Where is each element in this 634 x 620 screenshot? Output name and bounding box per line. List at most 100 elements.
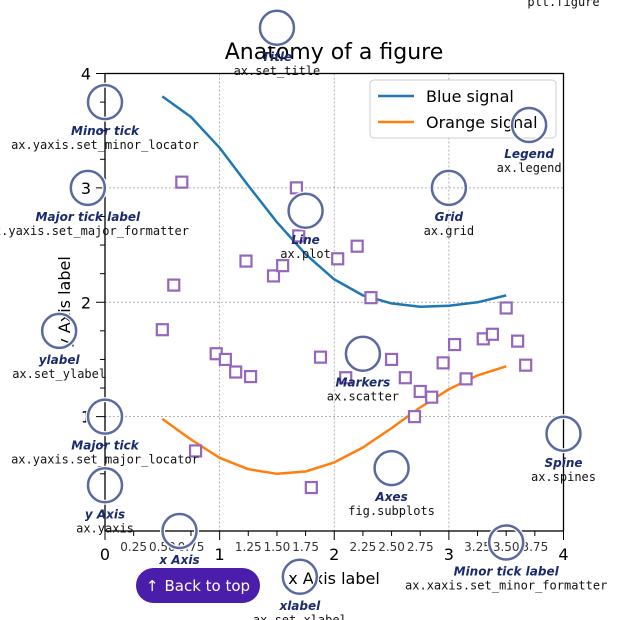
x-minor-tick-label: 2.50 — [378, 540, 405, 554]
x-minor-tick-label: 3.25 — [464, 540, 491, 554]
scatter-marker — [511, 334, 525, 348]
x-minor-tick-label: 1.25 — [235, 540, 262, 554]
y-major-tick-label: 4 — [81, 65, 91, 84]
annotation-label: Line — [291, 233, 319, 247]
scatter-marker — [339, 371, 353, 385]
x-minor-tick-label: 2.25 — [350, 540, 377, 554]
annotation-code: ax.plot — [280, 247, 331, 261]
annotation-code: ax.set_title — [234, 64, 321, 78]
scatter-marker — [331, 252, 345, 266]
annotation-code: ax.legend — [497, 161, 562, 175]
scatter-marker — [229, 365, 243, 379]
annotation-circle — [344, 335, 382, 372]
scatter-marker — [304, 480, 318, 495]
scatter-marker — [218, 352, 232, 367]
scatter-marker — [188, 444, 203, 458]
chart-title: Anatomy of a figure — [225, 40, 444, 65]
scatter-marker — [364, 291, 378, 305]
annotation-label: y Axis — [85, 507, 125, 521]
annotation-circle — [86, 398, 124, 435]
series-line-blue-signal — [161, 95, 507, 309]
scatter-marker — [436, 356, 450, 370]
x-minor-tick-label: 0.75 — [178, 540, 205, 554]
annotation-circle — [40, 312, 78, 350]
x-minor-tick-label: 3.50 — [493, 540, 520, 554]
annotation-circle — [510, 106, 548, 144]
annotation-label: x Axis — [158, 553, 199, 567]
scatter-marker — [266, 269, 281, 283]
annotation-circle — [86, 467, 124, 504]
annotation-code: ax.scatter — [327, 390, 399, 404]
annotation-circle — [287, 192, 324, 229]
scatter-marker — [243, 369, 258, 384]
annotation-circle — [545, 415, 582, 453]
annotation-label: Grid — [435, 210, 464, 224]
arrow-up-icon: ↑ — [145, 576, 159, 595]
x-minor-tick-label: 1.75 — [292, 540, 319, 554]
y-major-tick-label: 3 — [81, 179, 91, 198]
legend-label: Orange signal — [426, 113, 538, 132]
annotation-code: ax.yaxis.set_major_locator — [11, 453, 199, 467]
annotation-code: ax.set_ylabel — [12, 367, 106, 381]
annotation-circle — [69, 169, 107, 207]
annotation-circle — [487, 524, 525, 561]
annotation-circle — [373, 449, 410, 487]
annotation-label: Major tick label — [35, 210, 141, 224]
x-minor-tick-label: 2.75 — [407, 540, 434, 554]
x-major-tick-label: 2 — [329, 545, 339, 564]
scatter-marker — [398, 371, 412, 385]
scatter-marker — [350, 239, 364, 253]
annotation-code: ax.yaxis.set_major_formatter — [0, 224, 189, 238]
annotation-label: xlabel — [278, 599, 321, 613]
scatter-marker — [425, 390, 439, 404]
back-to-top-label: Back to top — [164, 576, 251, 595]
x-major-tick-label: 4 — [558, 545, 568, 564]
annotation-code: ax.xaxis.set_minor_formatter — [405, 578, 607, 592]
scatter-marker — [384, 352, 399, 367]
x-minor-tick-label: 0.25 — [120, 540, 147, 554]
scatter-marker — [175, 175, 189, 189]
annotation-circle — [430, 169, 468, 207]
annotation-circle — [281, 558, 319, 595]
scatter-marker — [499, 301, 513, 315]
x-axis-label: x Axis label — [288, 569, 380, 588]
annotation-major-tick-label: Major tick labelax.yaxis.set_major_forma… — [0, 168, 189, 238]
annotation-code: ax.yaxis.set_minor_locator — [11, 138, 199, 152]
x-major-tick-label: 0 — [100, 545, 110, 564]
annotation-label: Minor tick label — [454, 564, 560, 578]
scatter-marker — [485, 327, 500, 341]
annotation-circle — [258, 9, 296, 46]
annotation-figure: Figureplt.figure — [527, 0, 599, 9]
annotation-minor-tick-label: Minor tick labelax.xaxis.set_minor_forma… — [405, 522, 607, 592]
legend-label: Blue signal — [426, 87, 514, 106]
annotation-code: ax.spines — [531, 470, 596, 484]
scatter-marker — [239, 254, 253, 268]
scatter-marker — [167, 278, 181, 292]
annotation-code: ax.set_xlabel — [253, 613, 347, 620]
annotation-code: ax.grid — [424, 224, 475, 238]
scatter-marker — [448, 337, 462, 352]
annotation-code: ax.yaxis — [76, 521, 134, 535]
annotation-label: Markers — [336, 376, 391, 390]
annotation-label: ylabel — [39, 353, 81, 367]
x-major-tick-label: 3 — [444, 545, 454, 564]
x-minor-tick-label: 1.50 — [264, 540, 291, 554]
y-major-tick-label: 2 — [81, 293, 91, 312]
scatter-marker — [313, 350, 328, 364]
annotation-label: Spine — [544, 456, 582, 470]
back-to-top-button[interactable]: ↑ Back to top — [136, 568, 260, 603]
scatter-marker — [155, 323, 169, 337]
annotation-code: plt.figure — [527, 0, 599, 9]
scatter-marker — [289, 181, 304, 195]
